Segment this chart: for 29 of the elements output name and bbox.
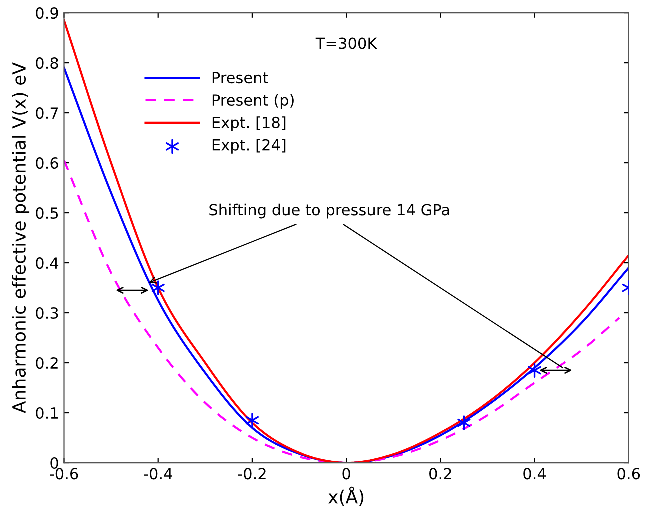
y-tick-label: 0.6 [36,158,58,170]
y-axis-title: Anharmonic effective potential V(x) eV [12,62,30,414]
y-tick-label: 0.7 [36,108,58,120]
legend-label: Expt. [18] [212,116,286,132]
point [528,363,542,378]
x-tick-label: 0.6 [618,468,640,480]
x-tick-label: 0.4 [524,468,546,480]
legend-label: Expt. [24] [212,139,286,154]
point [458,416,471,430]
y-tick-label: 0 [50,457,58,470]
y-tick-label: 0.3 [36,307,58,320]
legend-label: Present (p) [212,94,294,110]
x-tick-label: -0.4 [144,468,172,480]
annotation: Shifting due to pressure 14 GPa [210,204,450,219]
y-tick-label: 0.1 [36,407,58,420]
point [152,280,165,296]
x-tick-label: -0.2 [238,468,266,480]
y-tick-label: 0.8 [36,58,58,70]
y-tick-label: 0.2 [36,357,58,370]
x-tick-label: -0.6 [50,468,78,480]
x-tick-label: 0 [342,468,350,480]
annotation: T=300K [316,38,378,50]
y-tick-label: 0.4 [36,257,59,270]
legend-label: Present [212,72,268,84]
point [246,413,259,428]
y-tick-label: 0.9 [36,8,58,20]
y-tick-label: 0.5 [36,208,58,220]
x-axis-title: x(Å) [328,486,364,506]
x-tick-label: 0.2 [430,468,452,480]
